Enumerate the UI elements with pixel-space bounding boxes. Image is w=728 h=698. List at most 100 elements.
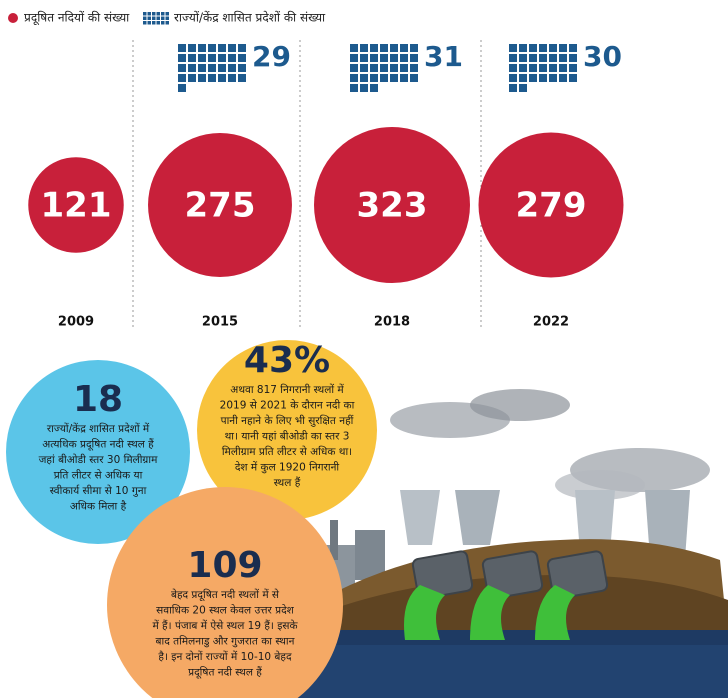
waffle-cell: [390, 74, 398, 82]
callout-line: था। यानी यहां बीओडी का स्तर 3: [225, 430, 350, 443]
x-tick-label: 2009: [58, 315, 94, 330]
callout-line: पानी नहाने के लिए भी सुरक्षित नहीं: [221, 414, 354, 427]
waffle-cell: [410, 44, 418, 52]
waffle-cell: [569, 74, 577, 82]
callout-line: प्रदूषित नदी स्थल हैं: [188, 666, 262, 680]
legend-swatch: [152, 16, 156, 20]
waffle-cell: [228, 54, 236, 62]
callout-line: स्थल हैं: [274, 476, 301, 489]
waffle-cell: [360, 64, 368, 72]
waffle-cell: [208, 44, 216, 52]
callout-title: 18: [73, 379, 123, 420]
legend-swatch: [8, 13, 18, 23]
waffle-cell: [350, 74, 358, 82]
waffle-cell: [559, 74, 567, 82]
legend-label: राज्यों/केंद्र शासित प्रदेशों की संख्या: [174, 11, 326, 25]
waffle-cell: [218, 64, 226, 72]
waffle-cell: [380, 74, 388, 82]
waffle-cell: [218, 74, 226, 82]
waffle-cell: [569, 54, 577, 62]
legend-swatch: [143, 12, 147, 16]
waffle-cell: [178, 44, 186, 52]
waffle-cell: [218, 44, 226, 52]
waffle-cell: [519, 54, 527, 62]
waffle-cell: [188, 44, 196, 52]
waffle: [350, 44, 418, 92]
waffle-cell: [529, 44, 537, 52]
waffle-cell: [569, 64, 577, 72]
waffle-cell: [208, 74, 216, 82]
waffle-cell: [400, 74, 408, 82]
callout-circle: [107, 487, 343, 698]
legend-swatch: [165, 16, 169, 20]
callout-circle: [6, 360, 190, 544]
waffle-cell: [218, 54, 226, 62]
waffle-label: 30: [583, 40, 622, 73]
waffle-cell: [350, 54, 358, 62]
waffle-cell: [370, 64, 378, 72]
waffle-cell: [390, 44, 398, 52]
waffle-cell: [360, 54, 368, 62]
waffle-cell: [208, 54, 216, 62]
waffle-cell: [238, 44, 246, 52]
callout-line: अत्यधिक प्रदूषित नदी स्थल हैं: [42, 438, 154, 452]
waffle-cell: [178, 74, 186, 82]
data-label: 323: [357, 186, 428, 226]
waffle-label: 31: [424, 40, 463, 73]
callout-title: 109: [187, 545, 262, 586]
waffle-cell: [370, 54, 378, 62]
legend-swatch: [147, 16, 151, 20]
waffle-cell: [559, 64, 567, 72]
waffle-cell: [509, 64, 517, 72]
waffle-cell: [509, 74, 517, 82]
waffle-cell: [400, 64, 408, 72]
x-tick-label: 2018: [374, 315, 410, 330]
waffle-cell: [569, 44, 577, 52]
waffle-cell: [350, 84, 358, 92]
callout-line: अधिक मिला है: [70, 500, 127, 513]
callout-line: स्वीकार्य सीमा से 10 गुना: [50, 484, 147, 497]
bubble: [478, 132, 624, 278]
callout-line: सवाधिक 20 स्थल केवल उत्तर प्रदेश: [156, 604, 295, 617]
waffle-cell: [509, 54, 517, 62]
waffle-cell: [539, 44, 547, 52]
legend-swatch: [156, 16, 160, 20]
waffle-cell: [539, 74, 547, 82]
waffle-cell: [539, 54, 547, 62]
waffle-cell: [370, 44, 378, 52]
callout-line: अथवा 817 निगरानी स्थलों में: [230, 383, 344, 396]
waffle-cell: [400, 44, 408, 52]
waffle-cell: [380, 44, 388, 52]
waffle-cell: [539, 64, 547, 72]
waffle-cell: [350, 44, 358, 52]
callout-line: बाद तमिलनाडु और गुजरात का स्थान: [156, 635, 295, 648]
legend-swatch: [156, 21, 160, 25]
waffle-cell: [519, 84, 527, 92]
callout-line: मिलीग्राम प्रति लीटर से अधिक था।: [222, 445, 352, 458]
x-tick-label: 2015: [202, 315, 238, 330]
waffle-cell: [529, 74, 537, 82]
callout-title: 43%: [244, 340, 330, 381]
bubble: [314, 127, 470, 283]
legend-swatch: [165, 21, 169, 25]
callout-line: बेहद प्रदूषित नदी स्थलों में से: [171, 588, 280, 602]
legend-swatch: [143, 16, 147, 20]
waffle-cell: [529, 64, 537, 72]
callout-line: देश में कुल 1920 निगरानी: [235, 461, 340, 474]
waffle-cell: [549, 74, 557, 82]
waffle-cell: [519, 44, 527, 52]
legend-swatch: [152, 12, 156, 16]
x-tick-label: 2022: [533, 315, 569, 330]
waffle-cell: [178, 64, 186, 72]
bubble: [28, 157, 124, 253]
waffle-cell: [228, 74, 236, 82]
callout: 18 राज्यों/केंद्र शासित प्रदेशों में अत्यध…: [6, 360, 190, 544]
waffle-cell: [410, 54, 418, 62]
waffle-cell: [519, 74, 527, 82]
waffle-cell: [178, 84, 186, 92]
waffle-cell: [400, 54, 408, 62]
waffle-cell: [238, 54, 246, 62]
waffle-cell: [360, 44, 368, 52]
callout-line: में हैं। पंजाब में ऐसे स्थल 19 हैं। इसके: [152, 619, 298, 632]
